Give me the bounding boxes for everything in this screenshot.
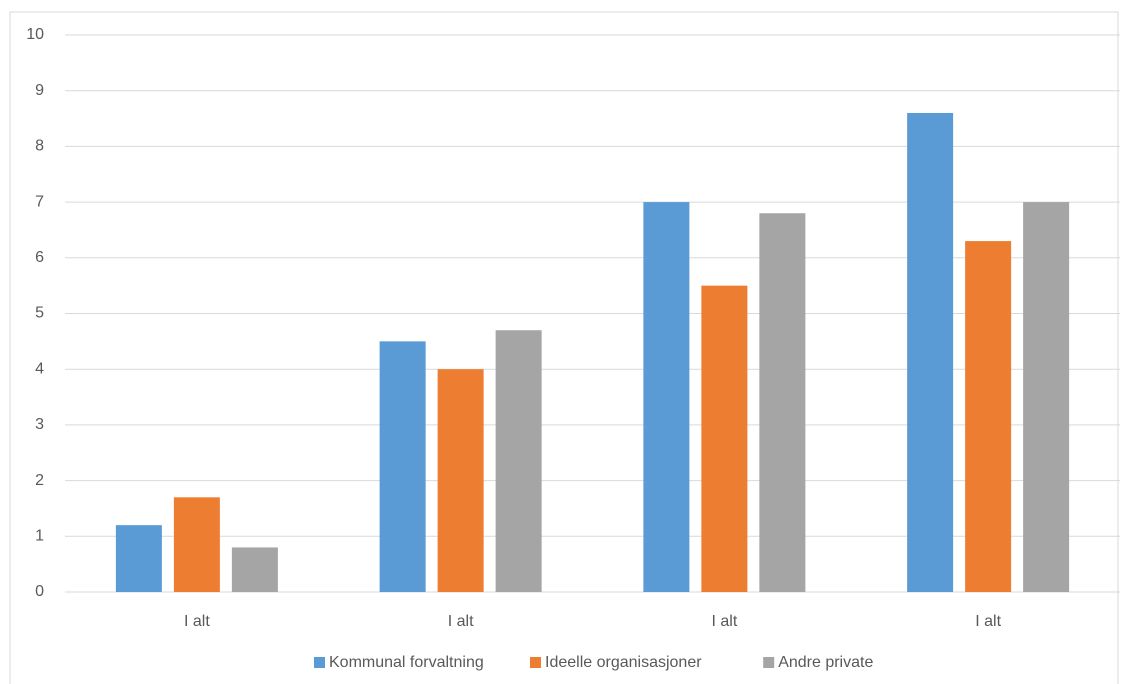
y-tick-label: 9 <box>35 82 44 99</box>
y-tick-label: 8 <box>35 138 44 155</box>
bar <box>495 330 542 592</box>
legend-label: Ideelle organisasjoner <box>545 654 702 671</box>
legend-swatch <box>763 657 775 668</box>
bar <box>173 497 220 592</box>
y-tick-label: 3 <box>35 416 44 433</box>
bar <box>965 241 1012 592</box>
bar <box>1023 202 1070 592</box>
legend-swatch <box>530 657 541 668</box>
y-tick-label: 5 <box>35 305 44 322</box>
chart-frame <box>9 11 1119 684</box>
x-tick-label: I alt <box>448 613 474 630</box>
x-tick-label: I alt <box>711 613 737 630</box>
y-tick-label: 6 <box>35 249 44 266</box>
bar <box>701 285 748 592</box>
y-tick-label: 2 <box>35 472 44 489</box>
y-tick-label: 7 <box>35 193 44 210</box>
bar <box>907 112 954 592</box>
y-tick-label: 0 <box>35 583 44 600</box>
legend-label: Kommunal forvaltning <box>329 654 484 671</box>
y-tick-label: 10 <box>26 26 44 43</box>
x-tick-label: I alt <box>184 613 210 630</box>
bar <box>231 547 278 592</box>
bar <box>643 202 690 592</box>
legend-label: Andre private <box>778 654 873 671</box>
bar <box>437 369 484 592</box>
x-tick-label: I alt <box>975 613 1001 630</box>
bar <box>379 341 426 592</box>
y-tick-label: 1 <box>35 528 44 545</box>
bar <box>115 525 162 592</box>
bar <box>759 213 806 593</box>
y-tick-label: 4 <box>35 360 44 377</box>
legend-swatch <box>314 657 325 668</box>
